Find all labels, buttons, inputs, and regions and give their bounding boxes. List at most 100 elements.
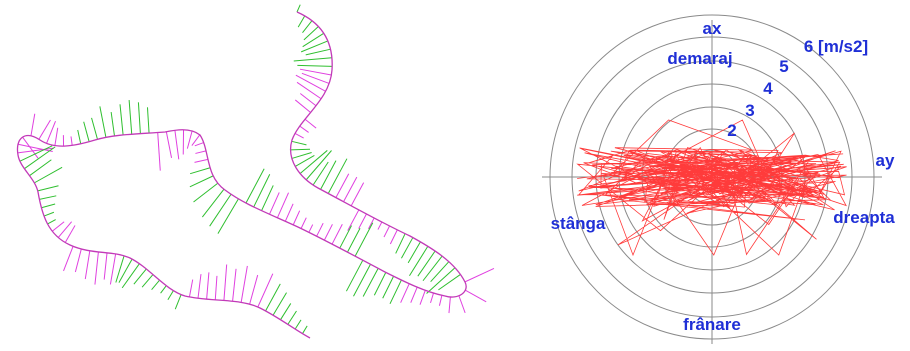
- acceleration-vector: [300, 40, 328, 53]
- acceleration-vector: [119, 104, 124, 136]
- acceleration-vector: [197, 274, 202, 299]
- friction-circle-diagram: ax demaraj 2 3 4 5 6 [m/s2] ay dreapta s…: [542, 14, 895, 344]
- acceleration-vector: [280, 303, 292, 320]
- acceleration-vector: [206, 272, 210, 300]
- acceleration-vector: [308, 224, 314, 233]
- acceleration-vector: [54, 127, 59, 146]
- acceleration-vector: [133, 268, 147, 285]
- acceleration-vector: [99, 106, 107, 138]
- acceleration-vector: [335, 173, 350, 198]
- acceleration-vector: [295, 74, 326, 92]
- acceleration-vector: [320, 160, 337, 190]
- acceleration-vector: [358, 213, 367, 229]
- acceleration-vector: [201, 188, 225, 218]
- scale-2-label: 2: [727, 121, 736, 140]
- acceleration-vector: [343, 176, 358, 202]
- acceleration-vector: [141, 274, 154, 288]
- acceleration-vector: [302, 325, 308, 334]
- track-path: [16, 11, 467, 339]
- acceleration-vector: [30, 113, 36, 137]
- acceleration-vector: [63, 246, 74, 272]
- acceleration-vector: [165, 131, 173, 158]
- acceleration-vector: [299, 125, 309, 133]
- acceleration-vector: [339, 225, 352, 249]
- acceleration-vector: [157, 132, 161, 171]
- acceleration-vector: [296, 81, 322, 100]
- acceleration-vector: [39, 195, 57, 200]
- acceleration-vector: [121, 263, 140, 289]
- acceleration-vector: [109, 253, 117, 285]
- acceleration-vector: [417, 250, 436, 277]
- stanga-label: stânga: [551, 214, 606, 233]
- acceleration-vector: [57, 221, 73, 238]
- acceleration-vector: [188, 279, 194, 298]
- ay-label: ay: [876, 151, 895, 170]
- scale-6-label: 6 [m/s2]: [804, 37, 868, 56]
- acceleration-vector: [24, 146, 56, 170]
- acceleration-vector: [245, 168, 265, 204]
- acceleration-vector: [400, 237, 414, 259]
- acceleration-vector: [77, 129, 82, 144]
- acceleration-vector: [327, 158, 348, 194]
- acceleration-trace: [576, 119, 847, 257]
- acceleration-vector: [46, 121, 56, 144]
- acceleration-vector: [426, 267, 456, 294]
- acceleration-vector: [22, 136, 39, 159]
- acceleration-vector: [389, 279, 402, 305]
- acceleration-vector: [294, 155, 315, 167]
- acceleration-vector: [305, 150, 332, 181]
- acceleration-vector: [261, 185, 274, 211]
- acceleration-vector: [284, 203, 294, 222]
- acceleration-vector: [395, 233, 406, 254]
- acceleration-vector: [110, 111, 115, 137]
- acceleration-vector: [146, 107, 150, 134]
- acceleration-vector: [128, 100, 133, 135]
- acceleration-vector: [303, 26, 319, 41]
- acceleration-vector: [265, 283, 281, 312]
- acceleration-vector: [257, 273, 274, 308]
- acceleration-vector: [41, 203, 56, 209]
- trace-line: [576, 119, 847, 257]
- acceleration-vector: [94, 251, 99, 285]
- acceleration-vectors: [17, 4, 495, 334]
- acceleration-vector: [91, 117, 98, 140]
- acceleration-vector: [74, 248, 82, 273]
- acceleration-vector: [194, 158, 209, 163]
- acceleration-vector: [299, 68, 332, 76]
- acceleration-vector: [382, 276, 395, 299]
- acceleration-vector: [17, 147, 54, 154]
- acceleration-vector: [383, 225, 390, 238]
- scale-5-label: 5: [779, 57, 788, 76]
- acceleration-vector: [350, 182, 365, 207]
- acceleration-vector: [174, 130, 180, 160]
- acceleration-vector: [193, 182, 219, 203]
- acceleration-vector: [83, 121, 90, 142]
- acceleration-vector: [240, 265, 248, 303]
- acceleration-vector: [438, 295, 443, 306]
- acceleration-vector: [47, 219, 56, 225]
- acceleration-vector: [301, 72, 330, 84]
- acceleration-vector: [294, 319, 302, 330]
- acceleration-vector: [290, 148, 311, 151]
- acceleration-vector: [377, 221, 383, 230]
- acceleration-vector: [430, 292, 434, 303]
- acceleration-vector: [316, 222, 324, 237]
- acceleration-vector: [84, 250, 91, 280]
- acceleration-vector: [189, 167, 211, 175]
- acceleration-vector: [347, 209, 360, 231]
- dreapta-label: dreapta: [833, 208, 895, 227]
- acceleration-vector: [430, 261, 450, 283]
- acceleration-vector: [400, 283, 410, 303]
- acceleration-vector: [195, 150, 207, 154]
- scale-3-label: 3: [745, 101, 754, 120]
- acceleration-vector: [217, 198, 239, 234]
- acceleration-vector: [232, 268, 237, 302]
- acceleration-vector: [362, 268, 379, 297]
- track-diagram: [16, 4, 495, 339]
- acceleration-vector: [368, 217, 375, 230]
- acceleration-vector: [345, 259, 364, 292]
- acceleration-vector: [464, 267, 495, 283]
- acceleration-vector: [167, 290, 174, 300]
- acceleration-vector: [38, 119, 51, 140]
